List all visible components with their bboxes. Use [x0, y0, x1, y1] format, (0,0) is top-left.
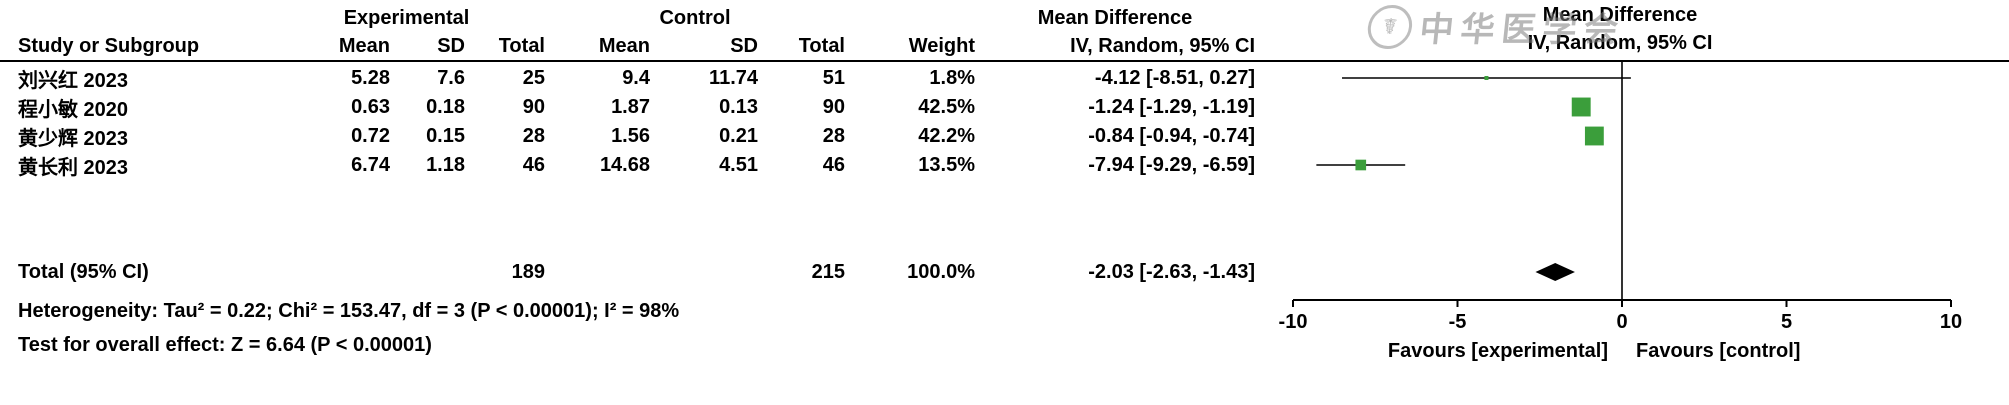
- weight: 1.8%: [929, 67, 975, 89]
- ctl-mean: 9.4: [622, 67, 650, 89]
- control-group-header: Control: [659, 7, 731, 29]
- col-header-ctl-sd: SD: [730, 35, 758, 57]
- tick-label: 0: [1616, 311, 1627, 333]
- effect-square: [1584, 126, 1604, 146]
- tick-label: 10: [1940, 311, 1962, 333]
- ctl-total: 90: [822, 96, 845, 118]
- exp-sd: 7.6: [437, 67, 465, 89]
- header-divider: [0, 60, 2009, 62]
- study-row: 程小敏 2020 0.63 0.18 90 1.87 0.13 90 42.5%…: [0, 93, 1270, 122]
- ctl-sd: 4.51: [719, 154, 758, 176]
- study-row: 刘兴红 2023 5.28 7.6 25 9.4 11.74 51 1.8% -…: [0, 64, 1270, 93]
- tick-label: -5: [1449, 311, 1467, 333]
- ctl-total: 51: [822, 67, 845, 89]
- heterogeneity-text: Heterogeneity: Tau² = 0.22; Chi² = 153.4…: [18, 300, 680, 322]
- ctl-sd: 0.21: [719, 125, 758, 147]
- exp-sd: 0.15: [426, 125, 465, 147]
- exp-mean: 0.72: [351, 125, 390, 147]
- col-header-ctl-total: Total: [798, 35, 845, 57]
- col-header-exp-mean: Mean: [338, 35, 390, 57]
- col-header-study: Study or Subgroup: [18, 35, 200, 57]
- exp-mean: 0.63: [351, 96, 390, 118]
- ctl-sd: 0.13: [719, 96, 758, 118]
- total-ci-text: -2.03 [-2.63, -1.43]: [1088, 261, 1255, 283]
- experimental-group-header: Experimental: [343, 7, 470, 29]
- total-weight: 100.0%: [907, 261, 975, 283]
- ctl-total: 46: [822, 154, 845, 176]
- exp-total: 28: [522, 125, 545, 147]
- exp-mean: 6.74: [351, 154, 390, 176]
- forest-plot-svg: -10 -5 0 5 10 Favours [experimental] Favours […: [1279, 62, 1962, 362]
- col-header-ci: IV, Random, 95% CI: [1070, 35, 1255, 57]
- total-label: Total (95% CI): [18, 261, 149, 283]
- study-name: 刘兴红 2023: [18, 70, 129, 92]
- col-header-ctl-mean: Mean: [598, 35, 650, 57]
- effect-square: [1355, 159, 1367, 171]
- study-name: 程小敏 2020: [18, 99, 129, 121]
- exp-mean: 5.28: [351, 67, 390, 89]
- effect-square: [1484, 76, 1489, 80]
- weight: 13.5%: [918, 154, 975, 176]
- total-ctl-total: 215: [811, 261, 845, 283]
- col-header-weight: Weight: [908, 35, 975, 57]
- ctl-mean: 1.56: [611, 125, 650, 147]
- favours-right-label: Favours [control]: [1636, 340, 1800, 362]
- col-header-exp-sd: SD: [437, 35, 465, 57]
- ctl-sd: 11.74: [709, 67, 758, 89]
- plot-effect-measure-header: Mean Difference: [1542, 4, 1698, 26]
- total-row: Total (95% CI) 189 215 100.0% -2.03 [-2.…: [0, 258, 1270, 287]
- exp-total: 46: [522, 154, 545, 176]
- study-row: 黄长利 2023 6.74 1.18 46 14.68 4.51 46 13.5…: [0, 151, 1270, 180]
- effect-measure-header: Mean Difference: [1037, 7, 1193, 29]
- ci-text: -7.94 [-9.29, -6.59]: [1088, 154, 1255, 176]
- ctl-total: 28: [822, 125, 845, 147]
- ci-text: -4.12 [-8.51, 0.27]: [1094, 67, 1255, 89]
- ci-text: -0.84 [-0.94, -0.74]: [1088, 125, 1255, 147]
- exp-sd: 1.18: [426, 154, 465, 176]
- study-name: 黄长利 2023: [18, 157, 129, 179]
- ctl-mean: 1.87: [611, 96, 650, 118]
- study-row: 黄少辉 2023 0.72 0.15 28 1.56 0.21 28 42.2%…: [0, 122, 1270, 151]
- overall-effect-text: Test for overall effect: Z = 6.64 (P < 0…: [18, 334, 432, 356]
- exp-total: 90: [522, 96, 545, 118]
- group-header-row: Experimental Control Mean Difference: [0, 4, 1270, 33]
- exp-total: 25: [522, 67, 545, 89]
- study-name: 黄少辉 2023: [18, 128, 129, 150]
- total-exp-total: 189: [511, 261, 545, 283]
- tick-label: -10: [1279, 311, 1308, 333]
- effect-square: [1571, 97, 1591, 117]
- ci-text: -1.24 [-1.29, -1.19]: [1088, 96, 1255, 118]
- favours-left-label: Favours [experimental]: [1388, 340, 1608, 362]
- col-header-exp-total: Total: [498, 35, 545, 57]
- summary-diamond: [1535, 263, 1575, 281]
- exp-sd: 0.18: [426, 96, 465, 118]
- weight: 42.2%: [918, 125, 975, 147]
- plot-model-header: IV, Random, 95% CI: [1527, 32, 1713, 54]
- column-header-row: Study or Subgroup Mean SD Total Mean SD …: [0, 32, 1270, 61]
- ctl-mean: 14.68: [599, 154, 650, 176]
- weight: 42.5%: [918, 96, 975, 118]
- tick-label: 5: [1781, 311, 1792, 333]
